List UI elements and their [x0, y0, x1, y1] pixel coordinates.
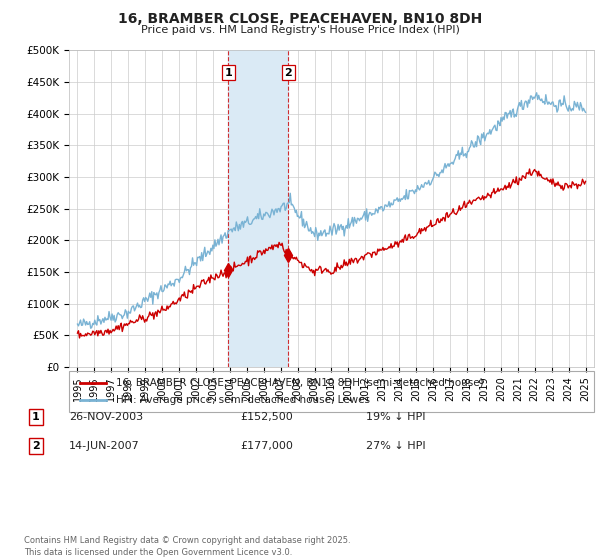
- Text: 2: 2: [32, 441, 40, 451]
- Text: HPI: Average price, semi-detached house, Lewes: HPI: Average price, semi-detached house,…: [116, 395, 370, 405]
- Text: Contains HM Land Registry data © Crown copyright and database right 2025.
This d: Contains HM Land Registry data © Crown c…: [24, 536, 350, 557]
- Text: 1: 1: [224, 68, 232, 77]
- Text: 14-JUN-2007: 14-JUN-2007: [69, 441, 140, 451]
- Text: 16, BRAMBER CLOSE, PEACEHAVEN, BN10 8DH (semi-detached house): 16, BRAMBER CLOSE, PEACEHAVEN, BN10 8DH …: [116, 377, 484, 388]
- Text: Price paid vs. HM Land Registry's House Price Index (HPI): Price paid vs. HM Land Registry's House …: [140, 25, 460, 35]
- Text: £152,500: £152,500: [240, 412, 293, 422]
- Text: 16, BRAMBER CLOSE, PEACEHAVEN, BN10 8DH: 16, BRAMBER CLOSE, PEACEHAVEN, BN10 8DH: [118, 12, 482, 26]
- Text: 19% ↓ HPI: 19% ↓ HPI: [366, 412, 425, 422]
- Text: 1: 1: [32, 412, 40, 422]
- Text: 2: 2: [284, 68, 292, 77]
- Text: £177,000: £177,000: [240, 441, 293, 451]
- Bar: [228, 50, 289, 367]
- Text: 26-NOV-2003: 26-NOV-2003: [69, 412, 143, 422]
- Text: 27% ↓ HPI: 27% ↓ HPI: [366, 441, 425, 451]
